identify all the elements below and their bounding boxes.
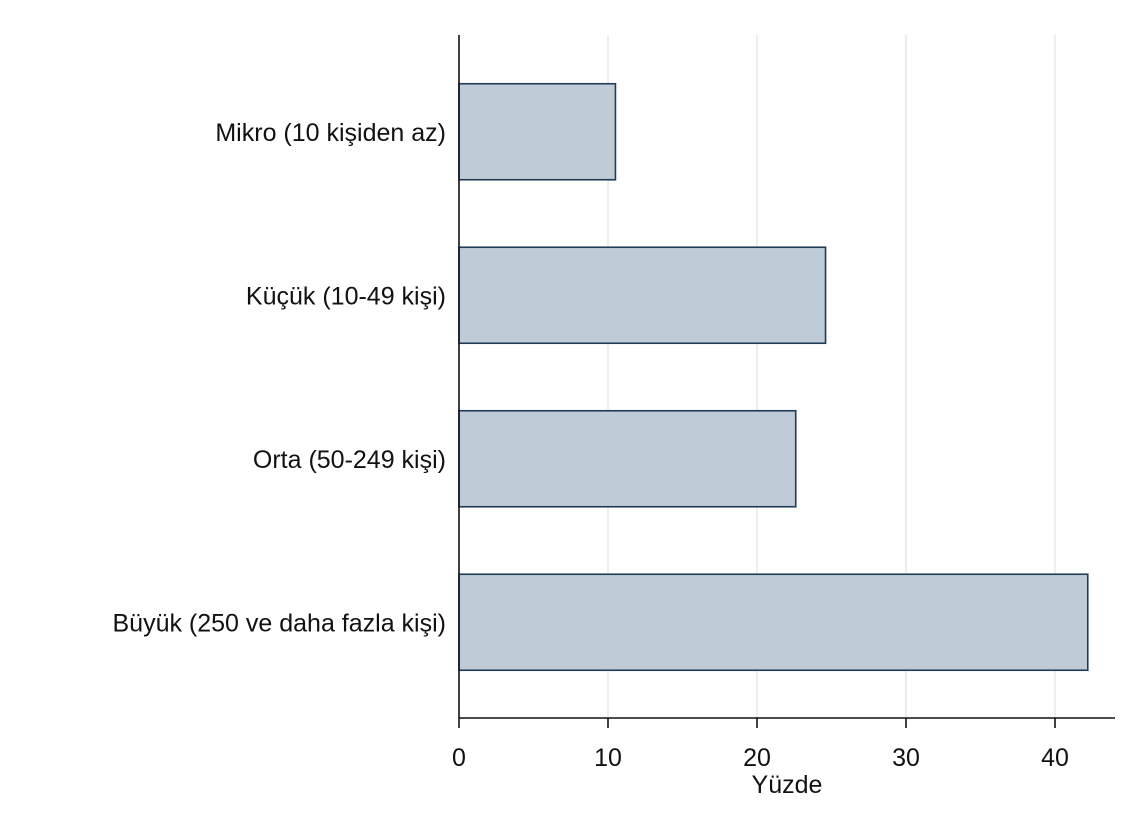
category-labels: Mikro (10 kişiden az) Küçük (10-49 kişi) O… xyxy=(112,119,446,638)
bars xyxy=(458,82,1089,672)
x-tick-label-3: 30 xyxy=(892,744,920,772)
bar-1 xyxy=(458,246,827,345)
category-label-1: Küçük (10-49 kişi) xyxy=(246,282,446,310)
category-label-3: Büyük (250 ve daha fazla kişi) xyxy=(112,609,446,637)
x-tick-label-4: 40 xyxy=(1041,744,1069,772)
bar-0 xyxy=(458,82,617,181)
x-tick-label-1: 10 xyxy=(594,744,622,772)
bar-2 xyxy=(458,409,797,508)
category-label-0: Mikro (10 kişiden az) xyxy=(215,119,446,147)
x-tick-label-0: 0 xyxy=(452,744,466,772)
x-ticks: 0 10 20 30 40 xyxy=(452,718,1069,772)
x-tick-label-2: 20 xyxy=(743,744,771,772)
x-axis-title: Yüzde xyxy=(752,771,823,799)
category-label-2: Orta (50-249 kişi) xyxy=(253,446,446,474)
bar-3 xyxy=(458,573,1089,672)
axes xyxy=(458,35,1115,719)
